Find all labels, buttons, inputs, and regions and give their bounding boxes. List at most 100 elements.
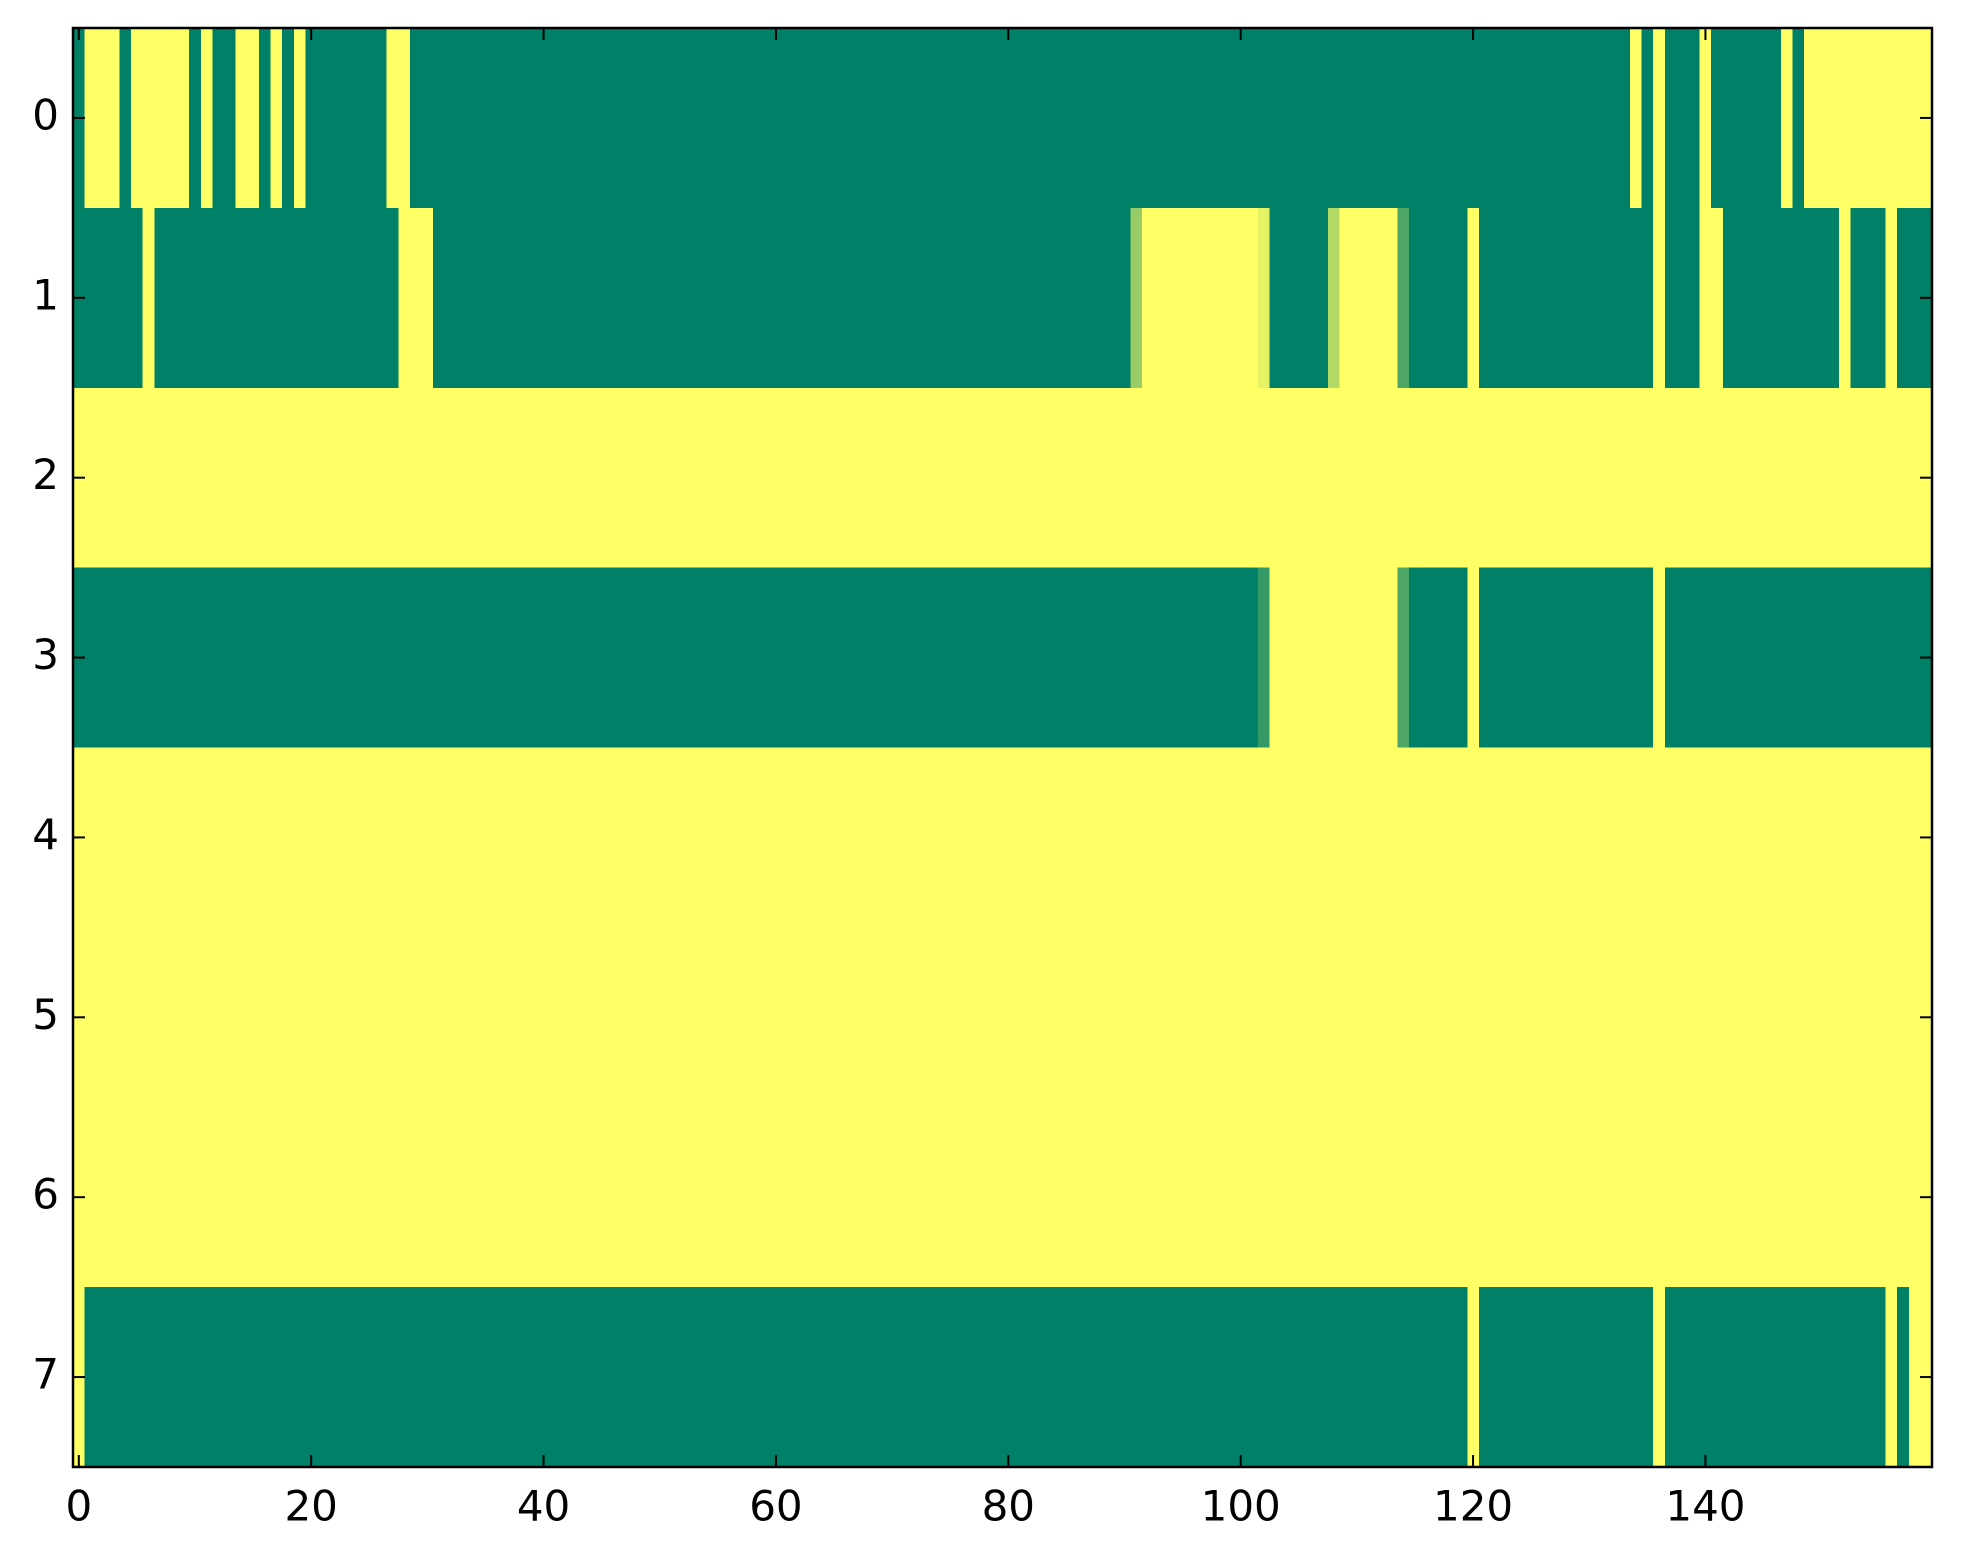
cell — [677, 567, 690, 749]
cell — [235, 387, 248, 569]
cell — [560, 747, 574, 928]
cell — [1606, 1107, 1619, 1288]
cell — [1490, 207, 1503, 389]
cell — [1258, 207, 1271, 389]
cell — [142, 207, 155, 389]
cell — [653, 1287, 667, 1468]
cell — [409, 387, 423, 569]
cell — [1095, 387, 1108, 569]
cell — [1130, 927, 1143, 1108]
cell — [479, 387, 492, 569]
cell — [398, 387, 411, 569]
cell — [1327, 1107, 1341, 1288]
cell — [165, 567, 179, 749]
cell — [1711, 207, 1724, 389]
cell — [1478, 747, 1492, 928]
cell — [1641, 1107, 1654, 1288]
cell — [746, 387, 760, 569]
cell — [851, 747, 864, 928]
cell — [932, 387, 946, 569]
cell — [1048, 387, 1062, 569]
cell — [1815, 1287, 1829, 1468]
cell — [1734, 747, 1747, 928]
cell — [1048, 1287, 1062, 1468]
cell — [1897, 1287, 1910, 1468]
cell — [816, 28, 829, 209]
cell — [1873, 747, 1887, 928]
cell — [1839, 387, 1852, 569]
cell — [1327, 387, 1341, 569]
cell — [1606, 387, 1619, 569]
cell — [514, 1107, 527, 1288]
cell — [990, 387, 1004, 569]
cell — [1525, 567, 1538, 749]
cell — [758, 747, 771, 928]
cell — [642, 207, 655, 389]
cell — [165, 1287, 179, 1468]
cell — [1130, 1107, 1143, 1288]
cell — [851, 28, 864, 209]
cell — [1176, 567, 1189, 749]
cell — [1362, 28, 1375, 209]
cell — [468, 747, 481, 928]
cell — [375, 1287, 388, 1468]
cell — [363, 747, 376, 928]
cell — [1536, 387, 1550, 569]
cell — [107, 387, 121, 569]
cell — [537, 567, 550, 749]
cell — [967, 207, 980, 389]
cell — [409, 207, 423, 389]
cell — [526, 567, 539, 749]
cell — [758, 28, 771, 209]
cell — [1688, 927, 1701, 1108]
cell — [723, 927, 736, 1108]
cell — [1014, 567, 1027, 749]
cell — [270, 207, 283, 389]
cell — [712, 1287, 725, 1468]
cell — [1455, 927, 1468, 1108]
cell — [258, 207, 272, 389]
cell — [1362, 387, 1375, 569]
cell — [944, 207, 957, 389]
cell — [1316, 1107, 1329, 1288]
cell — [1176, 1107, 1189, 1288]
cell — [1455, 747, 1468, 928]
cell — [1780, 1107, 1794, 1288]
cell — [131, 747, 144, 928]
cell — [851, 567, 864, 749]
cell — [398, 1107, 411, 1288]
cell — [119, 567, 132, 749]
cell — [1141, 927, 1155, 1108]
cell — [1223, 1107, 1236, 1288]
cell — [1699, 1287, 1712, 1468]
cell — [1676, 1107, 1689, 1288]
cell — [154, 387, 167, 569]
cell — [1060, 1107, 1073, 1288]
cell — [1525, 1107, 1538, 1288]
cell — [677, 747, 690, 928]
cell — [1908, 387, 1921, 569]
cell — [956, 207, 969, 389]
cell — [468, 567, 481, 749]
cell — [804, 28, 818, 209]
cell — [1165, 207, 1178, 389]
cell — [1409, 1107, 1422, 1288]
cell — [1804, 1107, 1817, 1288]
cell — [909, 1107, 922, 1288]
cell — [793, 567, 806, 749]
cell — [630, 387, 643, 569]
cell — [1304, 1287, 1317, 1468]
y-tick-label: 2 — [32, 450, 59, 499]
cell — [1548, 1107, 1561, 1288]
cell — [770, 747, 783, 928]
cell — [212, 387, 225, 569]
cell — [758, 927, 771, 1108]
cell — [1769, 927, 1782, 1108]
cell — [1653, 567, 1666, 749]
cell — [1188, 1287, 1201, 1468]
cell — [990, 747, 1004, 928]
cell — [1780, 207, 1794, 389]
cell — [1897, 387, 1910, 569]
cell — [1699, 207, 1712, 389]
